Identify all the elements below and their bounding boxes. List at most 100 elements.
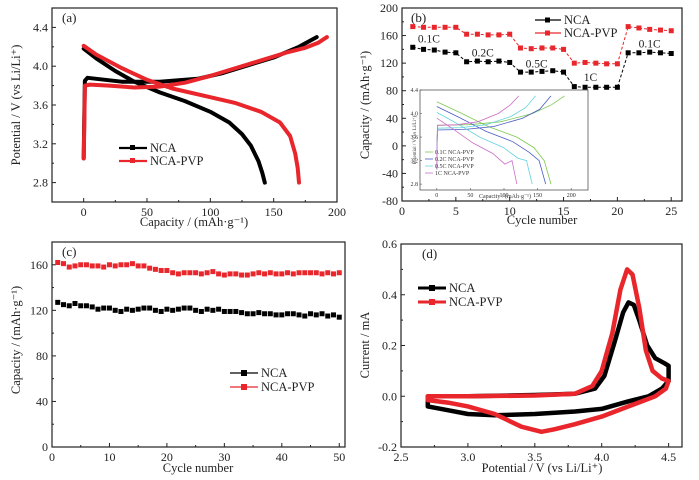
- data-point-nca: [657, 50, 663, 56]
- legend-marker-nca-b: [545, 17, 550, 23]
- y-axis-label-d: Current / mA: [358, 312, 372, 379]
- data-point-nca: [193, 307, 199, 313]
- ticks-c: 0 10 20 30 40 50 0 40 80 120 160: [30, 258, 345, 464]
- data-point-nca-pvp: [313, 270, 319, 276]
- panel-label-c: (c): [62, 244, 76, 259]
- x-axis-label-d: Potential / V (vs Li/Li⁺): [482, 461, 603, 475]
- data-point-nca: [285, 311, 291, 317]
- data-point-nca: [296, 312, 302, 318]
- x-axis-label-a: Capacity / (mAh·g⁻¹): [140, 215, 248, 229]
- data-point-nca: [431, 47, 437, 53]
- data-point-nca: [147, 305, 153, 311]
- series-line-nca: [425, 300, 671, 418]
- y-tick-label: 160: [380, 29, 398, 43]
- data-point-nca-pvp: [331, 271, 337, 277]
- inset-x-tick-label: 200: [567, 193, 576, 199]
- legend-d: NCA NCA-PVP: [418, 281, 503, 309]
- data-point-nca: [112, 307, 118, 313]
- x-tick-label: 100: [201, 205, 219, 219]
- data-point-nca: [561, 69, 567, 75]
- inset-series-line-discharge: [436, 106, 547, 185]
- data-point-nca-pvp: [561, 46, 567, 52]
- series-line-nca-discharge: [81, 46, 267, 185]
- data-point-nca: [279, 312, 285, 318]
- inset-legend-label: 0.2C NCA-PVP: [435, 157, 474, 163]
- panel-b: (b) Cycle number Capacity / (mAh·g⁻¹) 0 5…: [358, 1, 683, 227]
- inset-y-tick-label: 4.4: [411, 88, 419, 94]
- plot-area-a: [81, 35, 329, 185]
- data-point-nca-pvp: [325, 270, 331, 276]
- y-tick-label: 0: [392, 139, 398, 153]
- data-point-nca: [101, 305, 107, 311]
- data-point-nca-pvp: [164, 267, 170, 273]
- data-point-nca: [485, 59, 491, 65]
- inset-x-tick-label: 150: [533, 193, 542, 199]
- y-tick-label: 3.2: [33, 137, 48, 151]
- data-point-nca-pvp: [78, 262, 84, 268]
- legend-b: NCA NCA-PVP: [535, 13, 618, 40]
- data-point-nca-pvp: [256, 270, 262, 276]
- legend-label-pvp-c: NCA-PVP: [261, 380, 315, 394]
- data-point-nca: [331, 312, 337, 318]
- inset-y-tick-label: 3.6: [411, 135, 419, 141]
- x-tick-label: 20: [161, 450, 173, 464]
- inset-y-tick-label: 3.2: [411, 159, 419, 165]
- data-point-nca: [442, 49, 448, 55]
- y-tick-label: 200: [380, 1, 398, 15]
- data-point-nca: [262, 311, 268, 317]
- panel-c: (c) Cycle number Capacity / (mAh·g⁻¹) 0 1…: [9, 241, 346, 475]
- data-point-nca: [187, 305, 193, 311]
- x-tick-label: 30: [218, 450, 230, 464]
- y-tick-label: 160: [30, 258, 48, 272]
- legend-label-pvp-d: NCA-PVP: [449, 295, 503, 309]
- data-point-nca: [517, 69, 523, 75]
- data-point-nca: [571, 84, 577, 90]
- panel-d: (d) Potential / V (vs Li/Li⁺) Current / …: [358, 237, 683, 475]
- data-point-nca-pvp: [267, 270, 273, 276]
- data-point-nca: [539, 68, 545, 74]
- data-point-nca-pvp: [118, 262, 124, 268]
- data-point-nca-pvp: [55, 260, 61, 265]
- x-tick-label: 10: [504, 204, 516, 218]
- y-tick-label: -0.2: [378, 440, 397, 454]
- data-point-nca: [244, 311, 250, 317]
- data-point-nca: [636, 50, 642, 56]
- legend-marker-nca-c: [241, 370, 247, 376]
- data-point-nca: [124, 306, 130, 312]
- legend-marker-pvp-b: [545, 30, 550, 36]
- data-point-nca-pvp: [233, 271, 239, 277]
- data-point-nca-pvp: [239, 272, 245, 278]
- panel-label-a: (a): [62, 10, 76, 25]
- axes-frame-a: [51, 7, 338, 203]
- x-tick-label: 25: [665, 204, 677, 218]
- data-point-nca-pvp: [204, 270, 210, 276]
- data-point-nca-pvp: [485, 32, 491, 38]
- rate-annotations-b: 0.1C 0.2C 0.5C 1C 0.1C: [418, 33, 661, 84]
- x-tick-label: 50: [333, 450, 345, 464]
- data-point-nca-pvp: [290, 271, 296, 277]
- data-point-nca: [233, 308, 239, 314]
- legend-marker-nca-a: [130, 145, 135, 150]
- data-point-nca: [106, 305, 112, 311]
- data-point-nca: [267, 311, 273, 317]
- legend-label-pvp-a: NCA-PVP: [150, 154, 204, 168]
- data-point-nca: [250, 311, 256, 317]
- data-point-nca: [152, 307, 158, 313]
- data-point-nca-pvp: [193, 270, 199, 276]
- data-point-nca: [158, 308, 164, 314]
- y-tick-label: 0.0: [382, 389, 397, 403]
- data-point-nca: [239, 310, 245, 316]
- data-point-nca-pvp: [244, 272, 250, 278]
- data-point-nca-pvp: [181, 270, 187, 276]
- data-point-nca: [528, 69, 534, 75]
- y-axis-label-b: Capacity / (mAh·g⁻¹): [358, 51, 372, 159]
- data-point-nca-pvp: [273, 271, 279, 277]
- series-line-nca-pvp-discharge: [81, 43, 301, 185]
- ticks-d: 2.5 3.0 3.5 4.0 4.5 -0.2 0.0 0.2 0.4 0.6: [378, 237, 676, 464]
- data-point-nca-pvp: [604, 61, 610, 67]
- data-point-nca: [170, 307, 176, 313]
- data-point-nca-pvp: [528, 46, 534, 52]
- axes-frame-d: [400, 243, 683, 448]
- plot-area-d: [425, 267, 671, 435]
